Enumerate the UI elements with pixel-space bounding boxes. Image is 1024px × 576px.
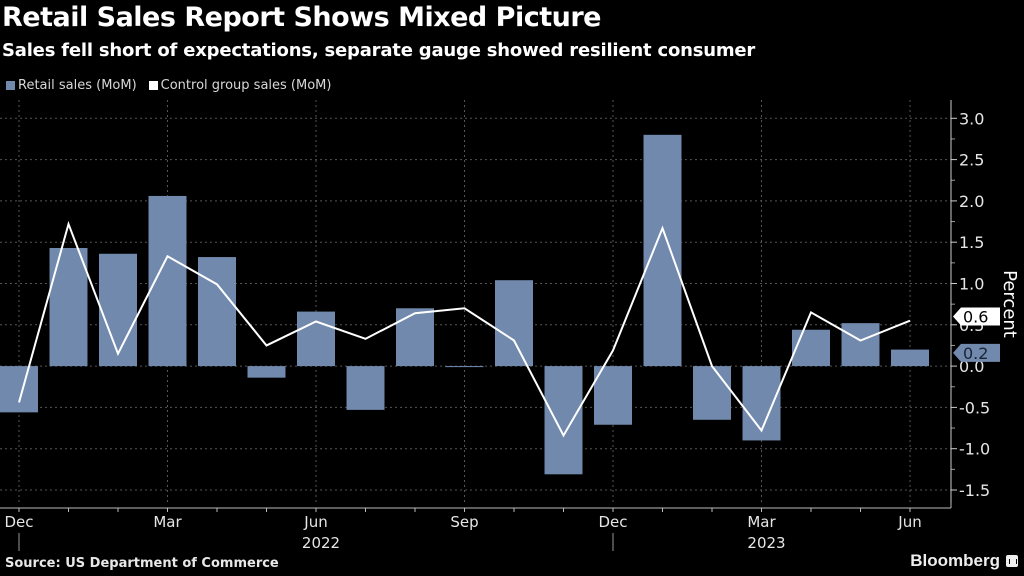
line-series-control-group: [18, 220, 911, 438]
legend-item-retail-sales: Retail sales (MoM): [6, 78, 137, 93]
bar: [247, 366, 286, 378]
x-tick-label: Jun: [897, 513, 921, 531]
chart-subtitle: Sales fell short of expectations, separa…: [2, 40, 756, 61]
x-year-label: 2023: [747, 534, 785, 552]
control-group-end-label-box: [953, 307, 1000, 326]
x-tick-label: Sep: [450, 513, 478, 531]
control-group-end-label: 0.6: [953, 307, 1000, 327]
bar: [396, 308, 434, 367]
end-labels: 0.6 0.2: [953, 307, 1000, 363]
y-tick-label: -1.0: [959, 440, 990, 459]
brand-name: Bloomberg: [910, 551, 1000, 570]
x-tick-label: Jun: [303, 513, 327, 531]
retail-sales-end-label: 0.2: [953, 343, 1000, 363]
control-group-end-label-text: 0.6: [963, 308, 988, 327]
bar: [594, 366, 632, 425]
y-tick-label: -0.5: [959, 398, 990, 417]
x-year-label: 2022: [302, 534, 340, 552]
x-tick-label: Mar: [747, 513, 776, 531]
bar: [643, 134, 682, 367]
bar: [198, 257, 236, 367]
legend: Retail sales (MoM) Control group sales (…: [6, 78, 331, 93]
bar: [841, 323, 880, 367]
legend-swatch-retail-sales: [6, 81, 15, 90]
bar: [792, 329, 830, 367]
bar: [445, 366, 484, 368]
bar: [0, 366, 38, 413]
legend-swatch-control-group: [148, 81, 158, 90]
x-tick-label: Dec: [4, 513, 33, 531]
y-tick-label: 2.5: [959, 151, 984, 170]
y-tick-label: 1.5: [959, 233, 984, 252]
bar: [346, 366, 385, 410]
legend-label-control-group: Control group sales (MoM): [160, 78, 332, 93]
y-tick-label: 1.0: [959, 275, 984, 294]
brand-logo: Bloomberg: [910, 551, 1018, 571]
legend-item-control-group: Control group sales (MoM): [148, 78, 332, 93]
y-tick-label: 3.0: [959, 109, 984, 128]
bar-series-retail-sales: [0, 134, 929, 475]
y-axis-label: Percent: [999, 270, 1020, 338]
retail-sales-end-label-box: [953, 343, 1000, 362]
source-note: Source: US Department of Commerce: [5, 556, 279, 571]
legend-label-retail-sales: Retail sales (MoM): [18, 78, 137, 93]
retail-sales-end-label-text: 0.2: [963, 344, 988, 363]
y-tick-label: 2.0: [959, 192, 984, 211]
gridlines: [0, 100, 951, 503]
bar: [495, 280, 533, 367]
bar: [544, 366, 583, 475]
chart-title: Retail Sales Report Shows Mixed Picture: [2, 2, 601, 33]
bloomberg-chart-icon: [1006, 555, 1018, 567]
bar: [693, 366, 731, 420]
bar: [49, 247, 88, 367]
x-tick-label: Mar: [153, 513, 182, 531]
x-tick-label: Dec: [598, 513, 627, 531]
bar: [297, 311, 335, 367]
bar: [891, 349, 929, 367]
bar: [99, 253, 137, 367]
y-tick-label: -1.5: [959, 481, 990, 500]
